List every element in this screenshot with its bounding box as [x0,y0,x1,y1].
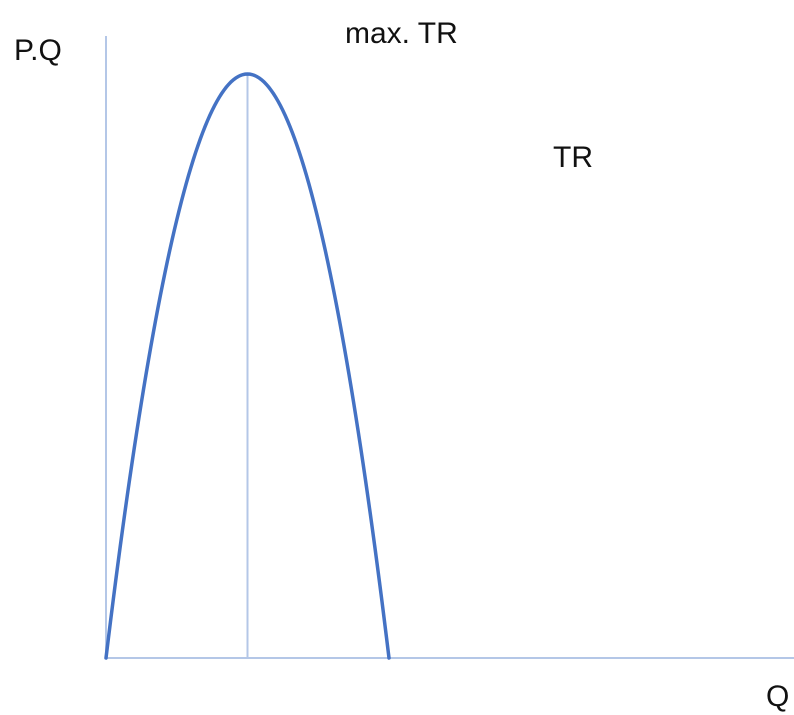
tr-curve [104,72,391,660]
x-axis-label: Q [766,680,789,713]
tr-curve-label: TR [553,141,593,174]
y-axis-label: P.Q [14,34,62,67]
max-tr-label: max. TR [345,17,458,50]
